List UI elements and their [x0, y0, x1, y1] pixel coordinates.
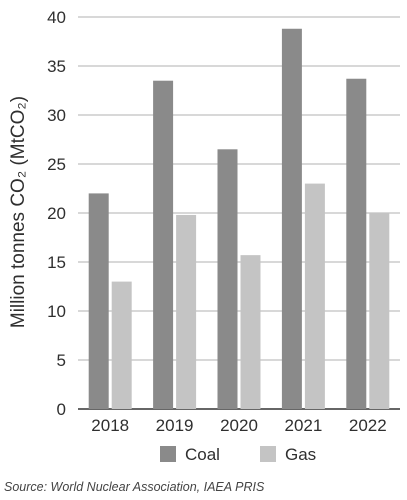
- bar-gas-2018: [111, 281, 132, 409]
- bar-coal-2018: [88, 193, 109, 409]
- bar-coal-2019: [153, 80, 174, 409]
- legend-swatch-coal: [160, 446, 176, 462]
- legend-label-coal: Coal: [185, 445, 220, 464]
- bar-gas-2021: [304, 183, 325, 409]
- bar-gas-2022: [369, 213, 390, 409]
- y-tick-label: 30: [47, 106, 66, 125]
- x-tick-label: 2019: [156, 416, 194, 435]
- y-axis-title: Million tonnes CO₂ (MtCO₂): [8, 96, 29, 328]
- y-tick-label: 5: [57, 351, 66, 370]
- x-tick-label: 2020: [220, 416, 258, 435]
- x-tick-label: 2021: [284, 416, 322, 435]
- bar-coal-2022: [346, 78, 367, 410]
- bar-coal-2020: [217, 149, 238, 410]
- y-tick-label: 25: [47, 155, 66, 174]
- bar-gas-2019: [176, 214, 197, 409]
- bar-chart: Million tonnes CO₂ (MtCO₂) 0 5 10 15 20 25 30 3…: [8, 8, 400, 464]
- legend-swatch-gas: [260, 446, 276, 462]
- y-tick-label: 10: [47, 302, 66, 321]
- y-tick-label: 0: [57, 400, 66, 419]
- x-tick-label: 2022: [349, 416, 387, 435]
- x-tick-label: 2018: [91, 416, 129, 435]
- y-tick-label: 40: [47, 8, 66, 27]
- bar-gas-2020: [240, 255, 261, 409]
- source-note: Source: World Nuclear Association, IAEA …: [4, 480, 265, 494]
- y-tick-label: 35: [47, 57, 66, 76]
- bar-coal-2021: [281, 28, 302, 409]
- y-tick-label: 20: [47, 204, 66, 223]
- y-tick-label: 15: [47, 253, 66, 272]
- legend-label-gas: Gas: [285, 445, 316, 464]
